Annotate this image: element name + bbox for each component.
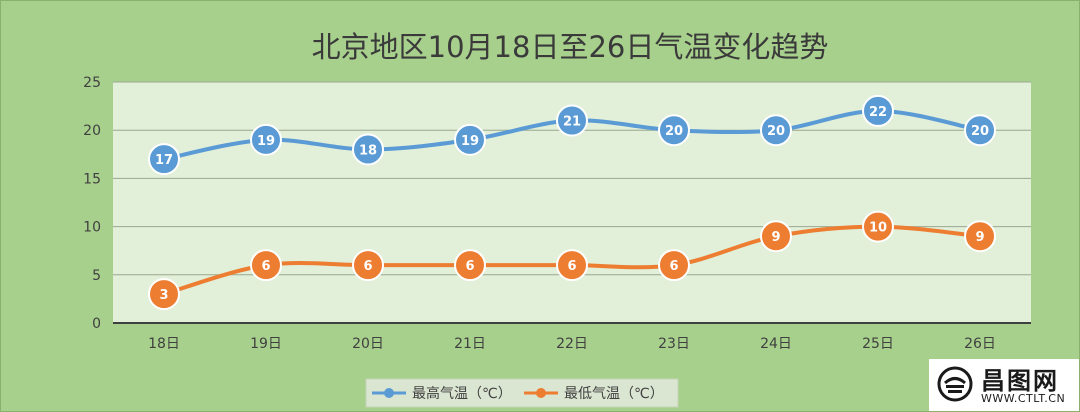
x-tick-label-5: 22日 [556,336,588,352]
data-point-s1-6 [658,114,690,147]
data-point-s2-9 [964,220,996,253]
y-tick-label-10: 10 [83,220,101,236]
legend-label-1: 最高气温（℃） [412,385,512,402]
data-point-s2-3 [352,249,384,282]
data-label-s1-7: 20 [767,124,785,139]
data-point-s2-1 [148,278,180,311]
data-label-s1-5: 21 [563,115,581,130]
watermark-url: WWW.CTLT.CN [981,392,1066,405]
data-label-s1-9: 20 [971,124,989,139]
data-point-s1-5 [556,104,588,137]
chart-title: 北京地区10月18日至26日气温变化趋势 [312,30,829,64]
data-label-s1-6: 20 [665,124,683,139]
data-point-s1-4 [454,123,486,156]
data-label-s2-6: 6 [669,259,678,274]
data-label-s1-8: 22 [869,105,887,120]
data-label-s1-2: 19 [257,134,275,149]
legend-marker-2 [536,388,546,398]
y-tick-label-20: 20 [83,123,101,139]
x-tick-label-1: 18日 [148,336,180,352]
data-point-s2-5 [556,249,588,282]
data-label-s1-1: 17 [155,153,173,168]
data-label-s2-4: 6 [465,259,474,274]
data-point-s1-7 [760,114,792,147]
data-point-s2-7 [760,220,792,253]
x-tick-label-3: 20日 [352,336,384,352]
legend-marker-1 [384,388,394,398]
data-label-s2-8: 10 [869,221,887,236]
data-point-s2-2 [250,249,282,282]
legend-label-2: 最低气温（℃） [564,386,664,402]
data-point-s1-2 [250,123,282,156]
watermark-name: 昌图网 [981,367,1059,395]
x-tick-label-7: 24日 [760,336,792,352]
legend-box [365,378,679,408]
data-point-s1-8 [862,94,894,127]
data-label-s2-3: 6 [363,259,372,274]
data-point-s1-9 [964,114,996,147]
legend: 最高气温（℃） 最低气温（℃） [365,378,679,408]
x-tick-label-2: 19日 [250,336,282,352]
data-point-s2-6 [658,249,690,282]
data-label-s1-4: 19 [461,134,479,149]
x-tick-label-6: 23日 [658,336,690,352]
watermark: 昌图网 WWW.CTLT.CN [929,359,1079,411]
data-label-s2-5: 6 [567,259,576,274]
data-label-s2-1: 3 [159,288,168,303]
data-label-s2-2: 6 [261,259,270,274]
y-tick-label-0: 0 [92,316,101,332]
y-tick-label-5: 5 [92,268,101,284]
data-point-s2-8 [862,210,894,243]
satellite-dish-logo-icon [937,366,973,402]
x-tick-label-9: 26日 [964,336,996,352]
data-point-s2-4 [454,249,486,282]
data-point-s1-1 [148,143,180,176]
data-label-s1-3: 18 [359,143,377,158]
y-tick-label-15: 15 [83,171,101,187]
x-tick-label-4: 21日 [454,336,486,352]
y-tick-label-25: 25 [83,75,101,91]
data-point-s1-3 [352,133,384,166]
x-tick-label-8: 25日 [862,336,894,352]
data-label-s2-7: 9 [771,230,780,245]
data-label-s2-9: 9 [975,230,984,245]
